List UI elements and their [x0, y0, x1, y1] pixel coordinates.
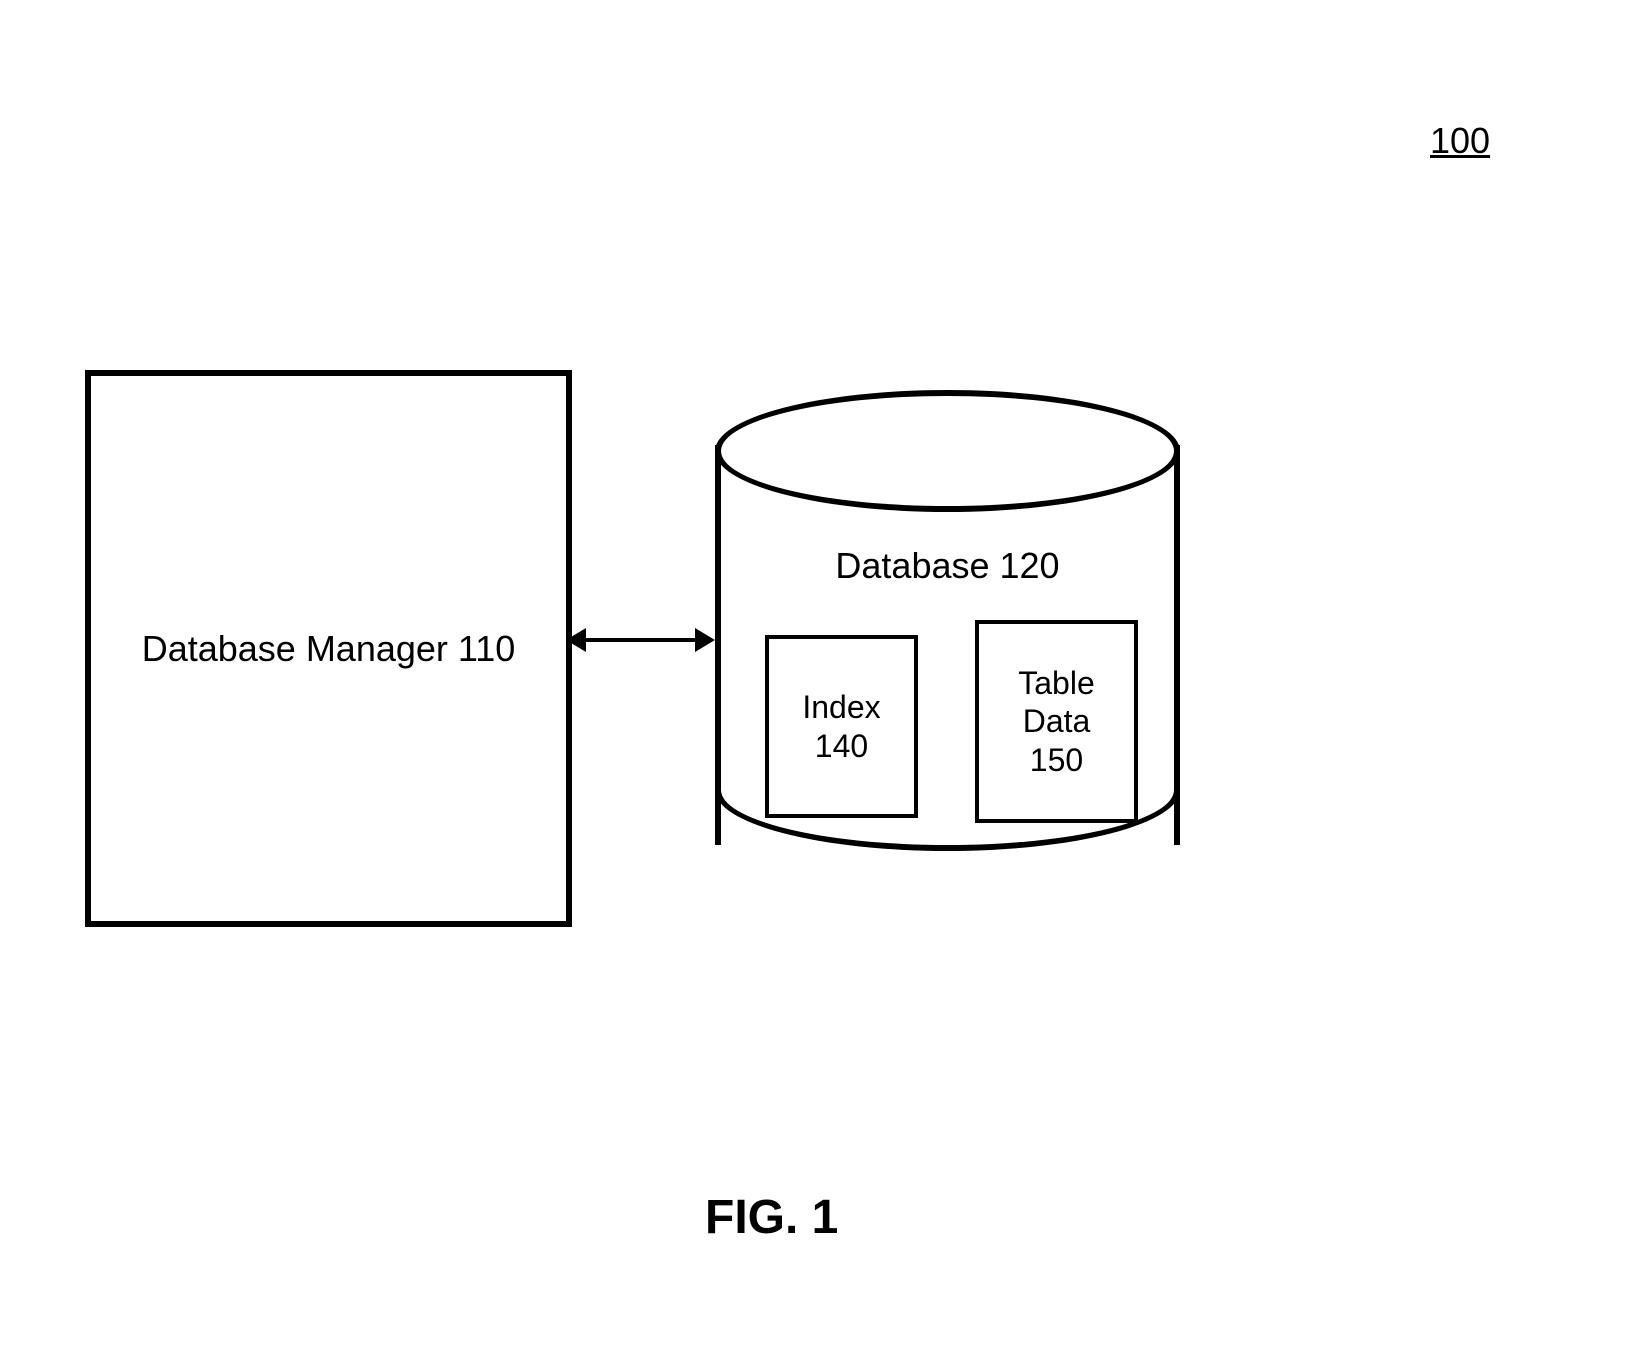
database-manager-label: Database Manager 110 — [142, 628, 516, 670]
figure-caption-text: FIG. 1 — [705, 1191, 838, 1244]
cylinder-top — [715, 390, 1180, 512]
figure-number-text: 100 — [1430, 120, 1490, 161]
index-box: Index 140 — [765, 635, 918, 818]
index-line1: Index — [802, 689, 880, 725]
table-data-box-label: Table Data 150 — [1018, 664, 1095, 779]
arrow-head-right — [695, 628, 715, 652]
table-data-box: Table Data 150 — [975, 620, 1138, 823]
database-label: Database 120 — [715, 545, 1180, 587]
figure-number: 100 — [1430, 120, 1490, 162]
diagram-canvas: 100 Database Manager 110 Database 120 In… — [0, 0, 1625, 1367]
database-label-text: Database 120 — [835, 545, 1059, 586]
database-manager-box: Database Manager 110 — [85, 370, 572, 927]
figure-caption: FIG. 1 — [705, 1190, 838, 1245]
tabledata-line3: 150 — [1030, 742, 1083, 778]
index-line2: 140 — [815, 728, 868, 764]
tabledata-line1: Table — [1018, 665, 1095, 701]
connector-line — [584, 638, 697, 642]
index-box-label: Index 140 — [802, 688, 880, 765]
arrow-head-left — [566, 628, 586, 652]
tabledata-line2: Data — [1023, 703, 1091, 739]
